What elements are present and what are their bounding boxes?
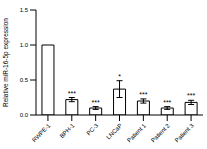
svg-text:*: * <box>118 73 121 80</box>
svg-text:1.5: 1.5 <box>20 7 29 13</box>
svg-text:***: *** <box>92 99 100 106</box>
svg-text:***: *** <box>187 92 195 99</box>
svg-text:***: *** <box>139 91 147 98</box>
svg-text:***: *** <box>68 90 76 97</box>
svg-text:BPH-1: BPH-1 <box>59 122 76 139</box>
svg-text:Patient 3: Patient 3 <box>174 122 195 143</box>
svg-text:0.0: 0.0 <box>20 112 29 118</box>
svg-text:1.0: 1.0 <box>20 42 29 48</box>
svg-text:0.5: 0.5 <box>20 77 29 83</box>
svg-text:LNCaP: LNCaP <box>105 122 123 140</box>
svg-text:Patient 1: Patient 1 <box>126 122 147 143</box>
svg-text:***: *** <box>163 99 171 106</box>
svg-text:RWPE-1: RWPE-1 <box>31 122 52 143</box>
svg-text:PC-3: PC-3 <box>85 122 99 136</box>
svg-text:Relative miR-16-5p expression: Relative miR-16-5p expression <box>8 18 10 107</box>
svg-text:Patient 2: Patient 2 <box>150 122 171 143</box>
